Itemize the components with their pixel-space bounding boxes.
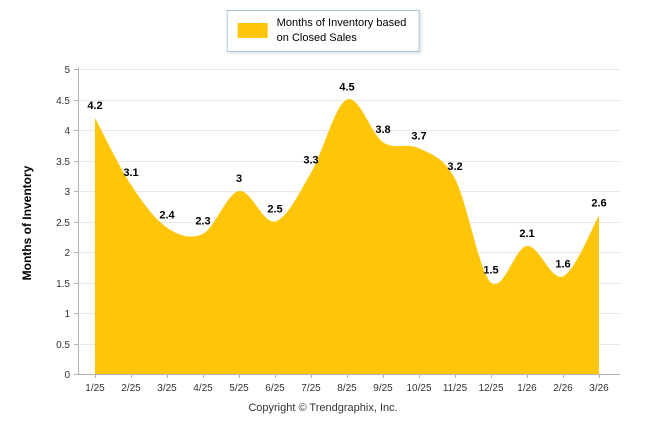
svg-text:3: 3 [64, 187, 70, 198]
svg-text:2/26: 2/26 [553, 383, 573, 394]
svg-text:0.5: 0.5 [56, 340, 70, 351]
svg-text:3.3: 3.3 [303, 155, 318, 167]
y-axis-title: Months of Inventory [20, 165, 34, 281]
svg-text:1.6: 1.6 [555, 258, 570, 270]
svg-text:5: 5 [64, 65, 70, 76]
legend-label: Months of Inventory based on Closed Sale… [277, 16, 407, 46]
svg-text:3.7: 3.7 [411, 130, 426, 142]
legend-swatch-icon [237, 23, 268, 39]
svg-text:2.4: 2.4 [159, 210, 175, 222]
svg-text:3: 3 [236, 173, 242, 185]
svg-text:2: 2 [64, 248, 70, 259]
svg-text:2.3: 2.3 [195, 216, 210, 228]
svg-text:3.1: 3.1 [123, 167, 138, 179]
svg-text:4.2: 4.2 [87, 100, 102, 112]
svg-text:0: 0 [64, 370, 70, 381]
svg-text:4.5: 4.5 [56, 96, 70, 107]
copyright-text: Copyright © Trendgraphix, Inc. [248, 402, 398, 414]
svg-text:3.5: 3.5 [56, 157, 70, 168]
svg-text:3/26: 3/26 [589, 383, 609, 394]
svg-text:1.5: 1.5 [483, 265, 498, 277]
svg-text:9/25: 9/25 [373, 383, 393, 394]
svg-text:5/25: 5/25 [229, 383, 249, 394]
svg-text:3.8: 3.8 [375, 124, 390, 136]
svg-text:4.5: 4.5 [339, 82, 354, 94]
svg-text:1/25: 1/25 [85, 383, 105, 394]
svg-text:12/25: 12/25 [478, 383, 503, 394]
svg-text:2.6: 2.6 [591, 197, 606, 209]
svg-text:1.5: 1.5 [56, 279, 70, 290]
svg-text:2.5: 2.5 [56, 218, 70, 229]
svg-text:6/25: 6/25 [265, 383, 285, 394]
svg-text:4/25: 4/25 [193, 383, 213, 394]
svg-text:2.1: 2.1 [519, 228, 534, 240]
legend-label-line2: on Closed Sales [276, 31, 357, 44]
svg-text:8/25: 8/25 [337, 383, 357, 394]
legend: Months of Inventory based on Closed Sale… [226, 10, 420, 52]
svg-text:3/25: 3/25 [157, 383, 177, 394]
legend-label-line1: Months of Inventory based [276, 17, 407, 29]
svg-text:4: 4 [64, 126, 70, 137]
svg-text:1/26: 1/26 [517, 383, 537, 394]
svg-text:11/25: 11/25 [443, 383, 468, 394]
svg-text:2.5: 2.5 [267, 204, 282, 216]
svg-text:10/25: 10/25 [406, 383, 431, 394]
svg-text:7/25: 7/25 [301, 383, 321, 394]
svg-text:1: 1 [64, 309, 70, 320]
svg-text:3.2: 3.2 [447, 161, 462, 173]
svg-text:2/25: 2/25 [121, 383, 141, 394]
